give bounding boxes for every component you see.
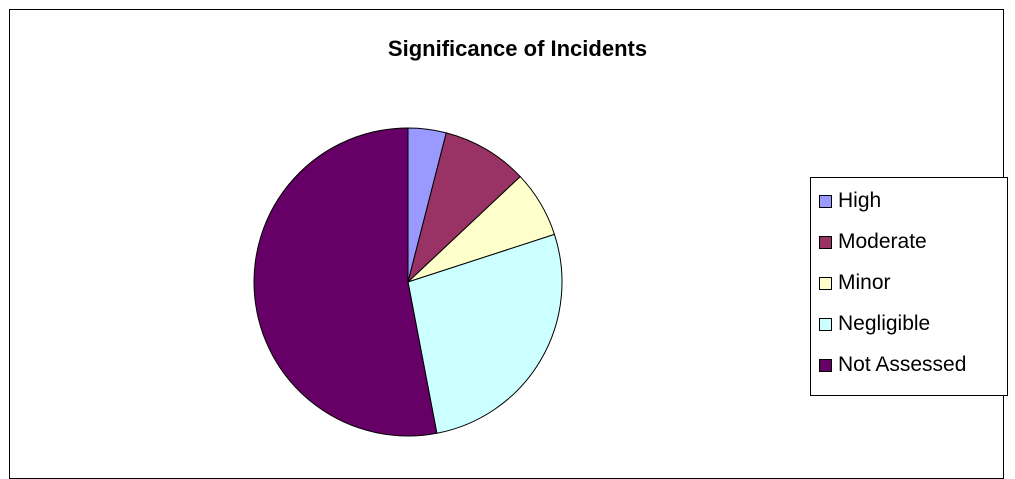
pie-slice-not-assessed bbox=[253, 127, 438, 437]
chart-title: Significance of Incidents bbox=[387, 36, 648, 61]
legend-item-high: High bbox=[819, 188, 881, 214]
legend-label-minor: Minor bbox=[838, 271, 891, 294]
pie-slice-negligible bbox=[407, 233, 563, 434]
legend-swatch-high bbox=[819, 194, 832, 208]
legend-label-high: High bbox=[838, 189, 882, 212]
legend-swatch-minor bbox=[819, 276, 832, 290]
legend-item-not-assessed: Not Assessed bbox=[819, 352, 966, 378]
pie-slice-moderate bbox=[407, 132, 521, 284]
legend-item-moderate: Moderate bbox=[819, 229, 927, 255]
legend-label-not-assessed: Not Assessed bbox=[838, 353, 967, 376]
legend-label-negligible: Negligible bbox=[838, 312, 931, 335]
legend: High Moderate Minor Negligible Not Asses… bbox=[810, 177, 1008, 396]
legend-swatch-not-assessed bbox=[819, 358, 832, 372]
legend-item-minor: Minor bbox=[819, 270, 891, 296]
legend-item-negligible: Negligible bbox=[819, 311, 930, 337]
legend-swatch-negligible bbox=[819, 317, 832, 331]
legend-label-moderate: Moderate bbox=[838, 230, 927, 253]
legend-swatch-moderate bbox=[819, 235, 832, 249]
